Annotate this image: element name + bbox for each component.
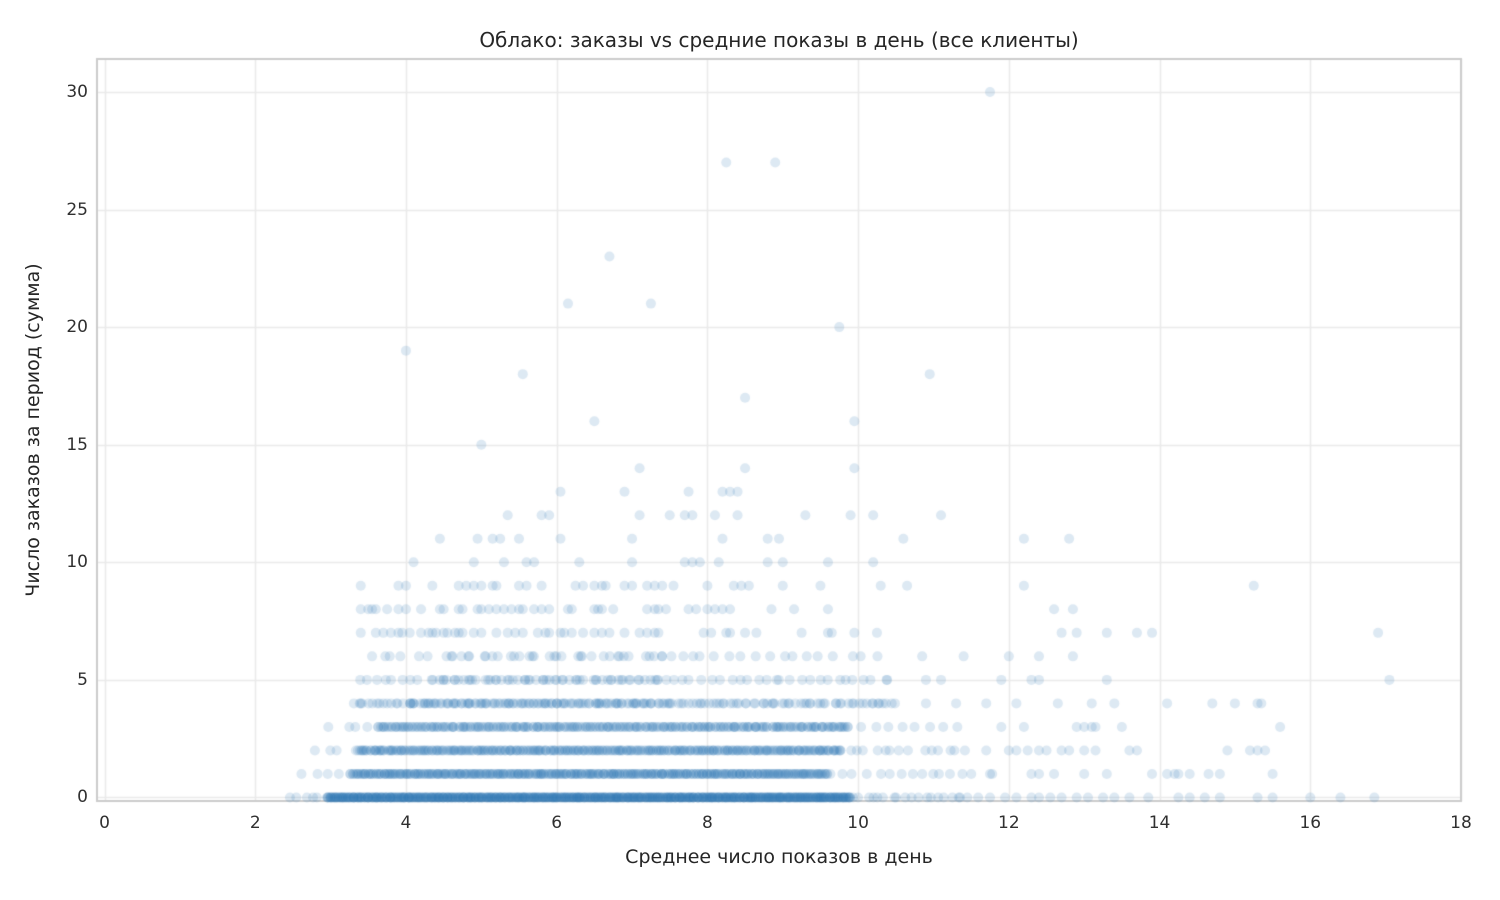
x-tick-label: 18 <box>1450 813 1472 833</box>
y-axis-label: Число заказов за период (сумма) <box>22 263 44 597</box>
y-tick-label: 10 <box>66 552 88 573</box>
x-tick-label: 8 <box>701 813 713 833</box>
x-tick-label: 12 <box>998 813 1020 833</box>
x-axis-label: Среднее число показов в день <box>625 846 933 868</box>
x-tick-label: 4 <box>400 813 412 833</box>
x-tick-label: 10 <box>847 813 869 833</box>
y-tick-label: 0 <box>77 787 88 808</box>
y-tick-label: 5 <box>77 669 88 690</box>
x-tick-label: 0 <box>99 813 110 833</box>
x-tick-label: 16 <box>1299 813 1322 833</box>
x-tick-label: 14 <box>1148 813 1171 833</box>
y-tick-label: 30 <box>66 81 88 102</box>
chart-title: Облако: заказы vs средние показы в день … <box>479 28 1079 52</box>
y-tick-label: 20 <box>66 317 88 338</box>
x-tick-label: 2 <box>249 813 261 833</box>
y-tick-label: 15 <box>66 434 88 455</box>
y-tick-label: 25 <box>66 199 88 220</box>
x-tick-label: 6 <box>551 813 563 833</box>
